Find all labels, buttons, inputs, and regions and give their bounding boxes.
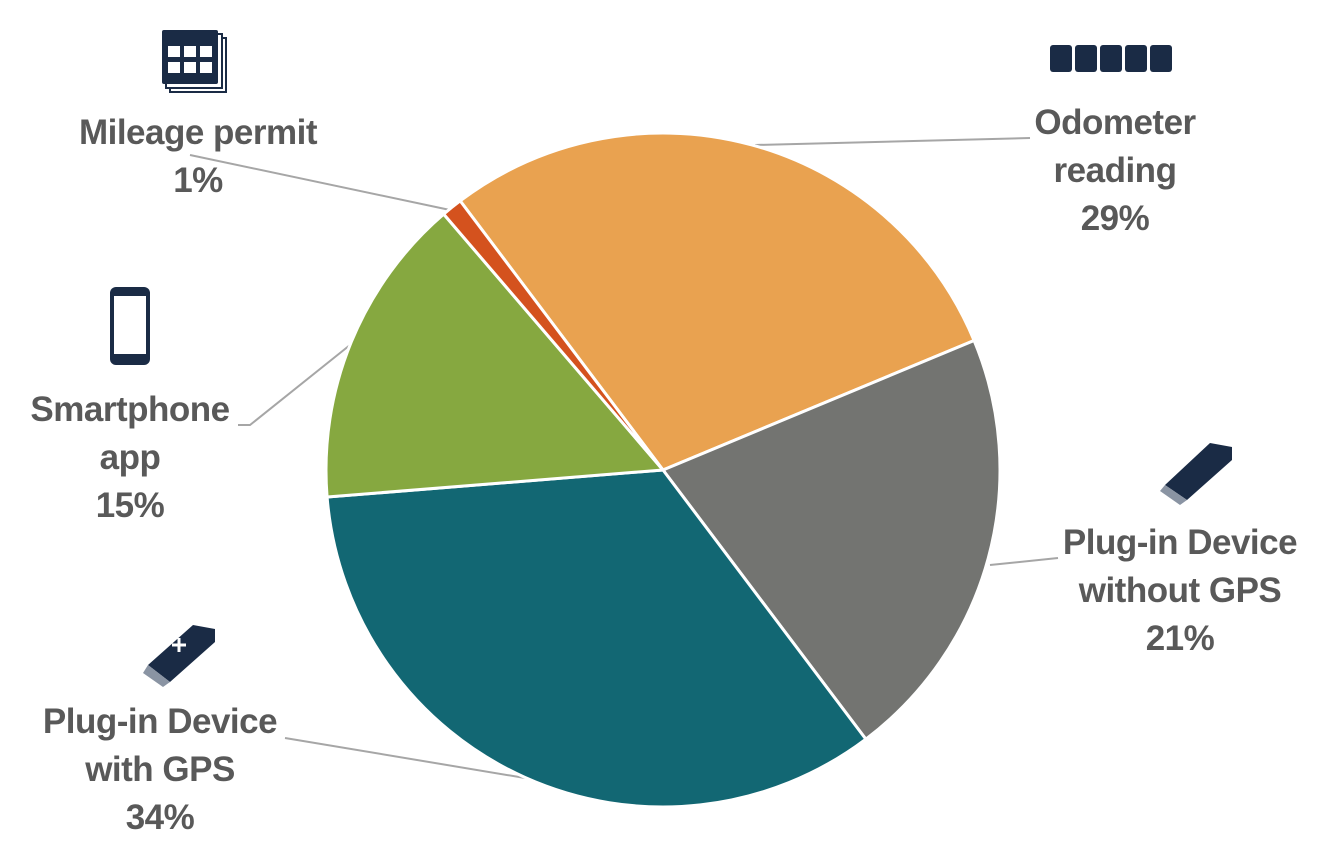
pie-slice: [441, 198, 665, 471]
data-label: Mileage permit 1%: [28, 109, 368, 205]
leader-line: [754, 137, 1031, 146]
pie-slice: [458, 131, 977, 472]
pie-slice: [660, 338, 1002, 742]
pie-slice: [324, 212, 667, 499]
dongle-icon: [1160, 443, 1232, 505]
value-label: 15%: [95, 486, 165, 525]
category-label: Mileage permit: [78, 113, 318, 152]
data-label: Plug-in Device without GPS 21%: [1040, 519, 1320, 663]
odometer-icon: [1050, 45, 1172, 72]
calendar-icon: [162, 30, 227, 93]
leader-line: [989, 557, 1059, 566]
value-label: 21%: [1145, 619, 1215, 658]
pie-slice: [325, 468, 868, 809]
phone-icon: [110, 287, 150, 365]
category-label: Smartphone app: [30, 390, 230, 477]
value-label: 29%: [1080, 199, 1150, 238]
value-label: 1%: [173, 161, 223, 200]
leader-line: [189, 154, 451, 211]
leader-lines: [189, 137, 1059, 779]
leader-line: [238, 344, 351, 426]
category-label: Plug-in Device with GPS: [42, 702, 278, 789]
data-label: Odometer reading 29%: [1000, 99, 1230, 243]
category-label: Odometer reading: [1034, 103, 1196, 190]
gps-dongle-icon: [143, 625, 215, 687]
leader-line: [284, 737, 526, 779]
data-label: Plug-in Device with GPS 34%: [20, 698, 300, 842]
data-label: Smartphone app 15%: [15, 386, 245, 530]
value-label: 34%: [125, 798, 195, 837]
category-label: Plug-in Device without GPS: [1062, 523, 1298, 610]
